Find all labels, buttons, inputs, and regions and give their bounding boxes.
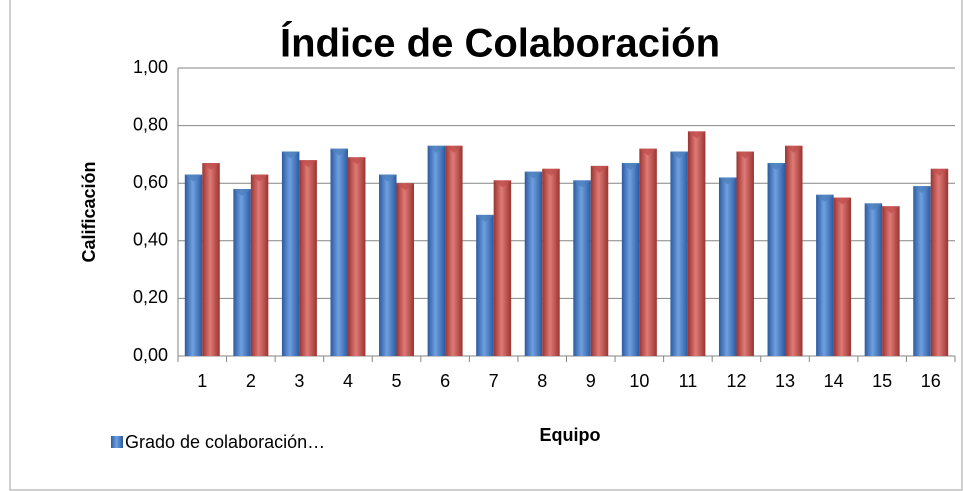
bar [913,186,931,356]
bar [816,194,834,356]
bar-cap [718,177,737,185]
bar [427,145,446,356]
x-tick-label: 11 [679,371,698,391]
bar-cap [476,214,494,222]
bar [524,171,543,356]
x-tick-label: 10 [629,371,649,391]
legend-label: Grado de colaboración… [125,432,325,452]
bar [493,180,512,356]
legend-swatch [111,436,123,448]
y-tick-label: 0,20 [133,287,168,307]
bar-cap [281,151,300,159]
bar-cap [833,197,852,205]
bar [864,203,883,356]
bar [718,177,737,356]
bar-cap [299,160,317,168]
bar [542,168,560,356]
bar-cap [379,174,397,182]
bar-cap [445,145,463,153]
bar-cap [250,174,269,182]
bar [785,145,803,356]
bar [882,206,900,356]
bar [639,148,657,356]
bar-cap [202,163,220,171]
bar-cap [524,171,543,179]
y-axis-label: Calificación [79,161,99,262]
bar-cap [621,163,640,171]
bar-cap [427,145,446,153]
x-tick-label: 2 [246,371,256,391]
x-tick-label: 13 [775,371,795,391]
x-tick-label: 6 [440,371,450,391]
bar [670,151,688,356]
bar [833,197,852,356]
x-tick-label: 16 [921,371,941,391]
bar-cap [687,131,706,139]
bar-cap [736,151,754,159]
x-tick-label: 8 [537,371,547,391]
bar-cap [816,194,834,202]
x-tick-label: 1 [197,371,207,391]
bar-cap [493,180,512,188]
bar [930,168,949,356]
bar [687,131,706,356]
bar [445,145,463,356]
bar [250,174,269,356]
x-tick-label: 12 [726,371,746,391]
bar-cap [573,180,591,188]
bar-cap [670,151,688,159]
bar-cap [330,148,348,156]
x-tick-label: 14 [824,371,844,391]
y-tick-label: 1,00 [133,57,168,77]
bar-cap [396,183,415,191]
bar-cap [785,145,803,153]
bar [202,163,220,356]
bar-cap [767,163,786,171]
bar-cap [882,206,900,214]
bar [379,174,397,356]
bar [621,163,640,356]
bar-cap [184,174,203,182]
bar [767,163,786,356]
y-tick-label: 0,00 [133,345,168,365]
bar-cap [542,168,560,176]
bar-cap [864,203,883,211]
chart-title: Índice de Colaboración [280,21,720,66]
bar [347,157,366,356]
x-tick-label: 9 [586,371,596,391]
x-tick-label: 5 [392,371,402,391]
bar [184,174,203,356]
y-tick-label: 0,80 [133,114,168,134]
bar [330,148,348,356]
x-tick-label: 3 [294,371,304,391]
bar-cap [930,168,949,176]
x-tick-label: 4 [343,371,353,391]
bar-cap [347,157,366,165]
bar-cap [233,188,251,196]
bar-cap [913,186,931,194]
y-tick-label: 0,60 [133,172,168,192]
x-axis-label: Equipo [540,425,601,445]
bar [736,151,754,356]
x-tick-label: 7 [489,371,499,391]
bar [396,183,415,356]
bar [299,160,317,356]
bar-cap [590,165,609,173]
bar [476,214,494,356]
y-tick-label: 0,40 [133,230,168,250]
bar [573,180,591,356]
x-tick-label: 15 [872,371,892,391]
bar [281,151,300,356]
bar [590,165,609,356]
bar [233,188,251,356]
bar-cap [639,148,657,156]
